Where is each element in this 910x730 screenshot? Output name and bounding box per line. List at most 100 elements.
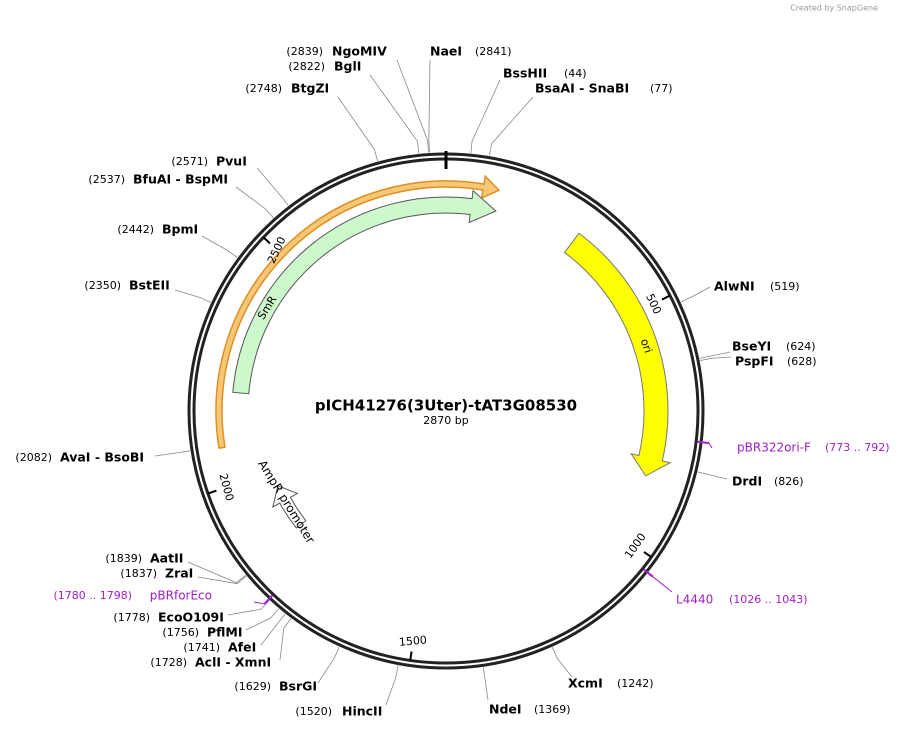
site-name: NgoMIV	[332, 44, 387, 59]
site-location: (2571)	[171, 155, 208, 168]
site-connector	[187, 561, 246, 584]
site-connector	[174, 289, 212, 303]
site-name: PflMI	[207, 625, 243, 640]
site-name: PvuI	[216, 154, 247, 169]
site-location: (2537)	[88, 173, 125, 186]
site-connector	[260, 613, 286, 646]
feature-label: AmpR promoter	[255, 458, 317, 546]
site-name: BssHII	[503, 66, 547, 81]
site-location: (44)	[564, 67, 587, 80]
feature-orange-halo	[215, 174, 501, 450]
site-connector	[245, 608, 279, 631]
site-name: BsrGI	[279, 679, 317, 694]
site-connector	[369, 74, 420, 154]
plasmid-length: 2870 bp	[423, 414, 468, 427]
site-location: (77)	[650, 82, 673, 95]
site-name: AfeI	[228, 640, 256, 655]
site-connector	[680, 286, 711, 303]
site-location: (1778)	[113, 611, 150, 624]
site-connector	[197, 575, 247, 585]
site-location: (2442)	[117, 223, 154, 236]
site-connector	[428, 59, 431, 153]
site-location: (2082)	[15, 451, 52, 464]
feature-ampr-promoter	[272, 485, 307, 529]
site-connector	[337, 96, 379, 162]
site-connector	[489, 96, 534, 156]
site-name: AclI - XmnI	[195, 655, 271, 670]
primer-location: (1780 .. 1798)	[53, 589, 132, 602]
site-name: DrdI	[732, 474, 762, 489]
site-connector	[396, 59, 429, 153]
site-connector	[235, 186, 274, 219]
site-connector	[385, 665, 399, 706]
site-connector	[699, 356, 732, 361]
site-name: PspFI	[735, 354, 774, 369]
site-location: (1520)	[295, 705, 332, 718]
site-location: (1728)	[150, 656, 187, 669]
site-location: (1741)	[183, 641, 220, 654]
site-location: (2748)	[245, 82, 282, 95]
tick-label: 1500	[398, 633, 427, 648]
credit: Created by SnapGene	[790, 4, 878, 13]
primer-connector	[708, 442, 713, 449]
site-connector	[697, 471, 728, 480]
tick-mark	[262, 236, 271, 245]
site-name: BseYI	[732, 339, 771, 354]
site-connector	[154, 450, 191, 457]
site-location: (1629)	[234, 680, 271, 693]
site-location: (1369)	[534, 703, 571, 716]
tick-mark	[409, 651, 413, 661]
site-name: ZraI	[165, 566, 193, 581]
site-connector	[279, 618, 292, 661]
site-name: BfuAI - BspMI	[133, 172, 228, 187]
feature-smr	[232, 189, 497, 395]
site-location: (2841)	[475, 45, 512, 58]
site-location: (1839)	[105, 552, 142, 565]
site-connector	[470, 79, 501, 154]
site-name: AatII	[150, 551, 183, 566]
primer-connector	[253, 601, 265, 605]
site-location: (826)	[774, 475, 804, 488]
primer-marker	[697, 440, 710, 445]
site-name: BpmI	[162, 222, 198, 237]
site-location: (1242)	[617, 677, 654, 690]
site-name: BstEII	[129, 278, 170, 293]
site-location: (519)	[770, 280, 800, 293]
primer-name: L4440	[676, 593, 713, 607]
primer-name: pBRforEco	[150, 589, 212, 603]
site-connector	[699, 351, 731, 359]
site-name: BtgZI	[291, 81, 329, 96]
site-name: AvaI - BsoBI	[60, 450, 144, 465]
site-connector	[317, 646, 340, 684]
site-connector	[201, 235, 238, 258]
site-connector	[482, 667, 489, 701]
site-name: AlwNI	[714, 279, 755, 294]
feature-ori	[563, 232, 672, 477]
site-connector	[551, 647, 573, 678]
tick-mark	[207, 489, 217, 495]
primer-location: (1026 .. 1043)	[729, 593, 808, 606]
site-name: NaeI	[430, 44, 462, 59]
site-location: (2350)	[84, 279, 121, 292]
tick-mark	[643, 551, 652, 558]
site-location: (2839)	[286, 45, 323, 58]
primer-location: (773 .. 792)	[825, 441, 890, 454]
site-location: (2822)	[288, 60, 325, 73]
site-location: (1756)	[162, 626, 199, 639]
site-name: BsaAI - SnaBI	[535, 81, 629, 96]
site-name: XcmI	[568, 676, 603, 691]
site-name: NdeI	[489, 702, 522, 717]
site-connector	[227, 600, 270, 616]
site-location: (1837)	[120, 567, 157, 580]
feature-label: ori	[638, 337, 655, 355]
tick-label: 1000	[622, 531, 649, 561]
site-name: EcoO109I	[158, 610, 224, 625]
tick-label: 2000	[216, 472, 236, 502]
site-name: HincII	[342, 704, 382, 719]
primer-marker	[642, 568, 654, 578]
tick-label: 500	[643, 292, 664, 317]
site-location: (628)	[787, 355, 817, 368]
primer-name: pBR322ori-F	[737, 441, 811, 455]
